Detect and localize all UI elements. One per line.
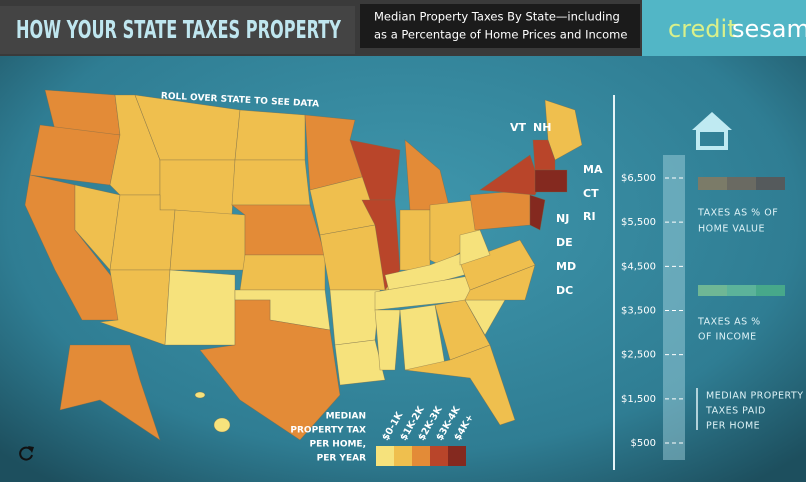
legend-title: PROPERTY TAX xyxy=(290,426,366,436)
state[interactable] xyxy=(404,344,516,426)
state[interactable] xyxy=(99,269,171,346)
state[interactable] xyxy=(399,209,431,271)
state[interactable] xyxy=(234,109,306,161)
state[interactable] xyxy=(334,339,386,386)
reload-icon[interactable] xyxy=(19,446,34,461)
state-label: NH xyxy=(533,121,551,134)
state[interactable] xyxy=(544,99,583,161)
us-map xyxy=(24,89,583,441)
scale: $6,500 $5,500 $4,500 $3,500 $2,500 $1,500 $500 xyxy=(621,173,685,449)
scale-label: $6,500 xyxy=(621,173,656,184)
legend-swatch xyxy=(394,446,412,466)
state[interactable] xyxy=(239,254,326,291)
state[interactable] xyxy=(199,299,341,441)
state-label: MD xyxy=(556,260,576,273)
scale-label: $2,500 xyxy=(621,350,656,361)
state[interactable] xyxy=(29,124,121,186)
state[interactable] xyxy=(169,209,246,271)
swatch xyxy=(698,285,727,296)
state[interactable] xyxy=(231,159,311,206)
legend-title: PER HOME, xyxy=(309,440,366,450)
state[interactable] xyxy=(459,239,536,291)
legend-swatch xyxy=(412,446,430,466)
title: HOW YOUR STATE TAXES PROPERTY xyxy=(16,15,342,44)
legend-title: PER YEAR xyxy=(317,454,366,464)
legend-swatch xyxy=(448,446,466,466)
scale-label: $3,500 xyxy=(621,306,656,317)
scale-label: $500 xyxy=(631,438,656,449)
state[interactable] xyxy=(532,139,556,171)
state-label: RI xyxy=(583,210,596,223)
panel-text: TAXES PAID xyxy=(705,406,766,417)
state[interactable] xyxy=(459,229,491,266)
legend-swatch xyxy=(376,446,394,466)
swatch xyxy=(698,177,727,190)
state-label: MA xyxy=(583,163,603,176)
state-label: VT xyxy=(510,121,527,134)
state[interactable] xyxy=(159,159,236,216)
logo: sesame xyxy=(732,15,806,43)
swatch xyxy=(756,177,785,190)
state[interactable] xyxy=(534,169,568,193)
state[interactable] xyxy=(59,344,161,441)
state[interactable] xyxy=(329,289,381,346)
state[interactable] xyxy=(374,309,401,371)
panel-text: TAXES AS % xyxy=(697,317,761,328)
logo: credit xyxy=(668,15,737,43)
scale-label: $1,500 xyxy=(621,394,656,405)
state[interactable] xyxy=(194,391,206,399)
swatch xyxy=(727,285,756,296)
subtitle: as a Percentage of Home Prices and Incom… xyxy=(374,28,627,42)
scale-label: $4,500 xyxy=(621,261,656,272)
state[interactable] xyxy=(231,204,326,256)
state-label: DE xyxy=(556,236,573,249)
panel-text: MEDIAN PROPERTY xyxy=(706,391,804,402)
subtitle: Median Property Taxes By State—including xyxy=(374,10,620,24)
scale-label: $5,500 xyxy=(621,217,656,228)
panel-text: OF INCOME xyxy=(698,332,757,343)
state[interactable] xyxy=(469,189,531,231)
state[interactable] xyxy=(164,269,236,346)
swatch xyxy=(727,177,756,190)
scale-bar xyxy=(663,155,685,460)
home-icon xyxy=(692,112,732,150)
state-label: DC xyxy=(556,284,573,297)
panel-text: HOME VALUE xyxy=(698,224,765,235)
state[interactable] xyxy=(529,194,546,231)
logo-box xyxy=(642,0,806,56)
swatch xyxy=(756,285,785,296)
legend-title: MEDIAN xyxy=(326,412,366,422)
title-box xyxy=(0,6,355,54)
state[interactable] xyxy=(213,417,231,433)
state-label: CT xyxy=(583,187,599,200)
panel-text: PER HOME xyxy=(706,421,760,432)
subtitle-box xyxy=(360,4,640,48)
panel-text: TAXES AS % OF xyxy=(697,208,778,219)
legend-swatch xyxy=(430,446,448,466)
state-label: NJ xyxy=(556,212,569,225)
